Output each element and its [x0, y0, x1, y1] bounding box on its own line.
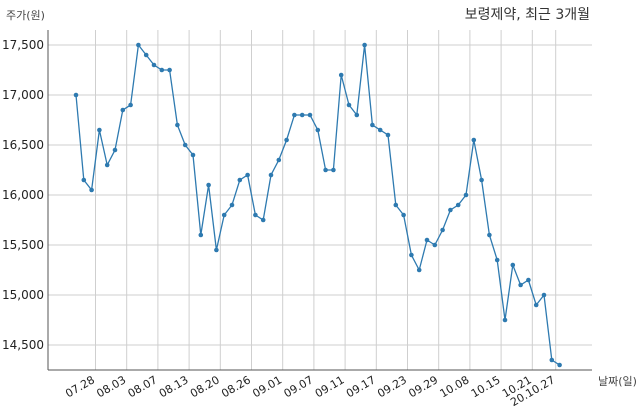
data-point	[112, 147, 118, 153]
data-point	[393, 202, 399, 208]
data-point	[338, 72, 344, 78]
data-point	[346, 102, 352, 108]
data-point	[268, 172, 274, 178]
x-tick-label: 09.11	[313, 373, 347, 400]
x-tick-label: 10.08	[438, 373, 472, 400]
data-point	[510, 262, 516, 268]
y-tick-label: 16,000	[2, 188, 44, 202]
data-point	[424, 237, 430, 243]
data-point	[440, 227, 445, 233]
x-tick-label: 09.17	[344, 373, 378, 400]
grid-layer	[48, 30, 592, 370]
data-point	[323, 167, 328, 173]
data-point	[198, 232, 204, 238]
data-point	[284, 137, 289, 143]
data-point	[104, 162, 110, 168]
data-point	[97, 127, 102, 133]
data-point	[120, 107, 126, 113]
x-axis-label: 날짜(일)	[598, 374, 637, 388]
x-tick-label: 08.20	[188, 373, 222, 400]
data-point	[557, 362, 562, 368]
x-tick-label: 08.13	[157, 373, 191, 400]
series-layer	[73, 42, 562, 368]
x-tick-label: 08.26	[219, 373, 253, 400]
data-point	[448, 207, 453, 213]
data-point	[315, 127, 321, 133]
data-point	[502, 317, 508, 323]
data-point	[331, 167, 336, 173]
x-tick-label: 09.01	[250, 373, 284, 400]
chart-title: 보령제약, 최근 3개월	[465, 7, 590, 23]
data-point	[136, 42, 141, 48]
data-point	[455, 202, 461, 208]
data-point	[385, 132, 391, 138]
data-point	[253, 212, 258, 218]
data-point	[214, 247, 219, 253]
y-tick-label: 16,500	[2, 138, 44, 152]
data-point	[494, 257, 500, 263]
data-point	[128, 102, 133, 108]
x-tick-label: 09.23	[375, 373, 409, 400]
data-point	[354, 112, 360, 118]
data-point	[182, 142, 188, 148]
data-point	[463, 192, 469, 198]
data-point	[432, 242, 438, 248]
data-point	[151, 62, 157, 68]
data-point	[518, 282, 523, 288]
data-point	[401, 212, 406, 218]
data-point	[292, 112, 297, 118]
data-point	[73, 92, 79, 98]
data-point	[370, 122, 375, 128]
x-tick-label: 10.15	[469, 373, 503, 400]
data-point	[526, 277, 531, 283]
data-point	[377, 127, 383, 133]
data-point	[206, 182, 211, 188]
data-point	[159, 67, 165, 73]
data-point	[175, 122, 180, 128]
data-point	[229, 202, 235, 208]
y-tick-label: 17,000	[2, 88, 44, 102]
data-point	[245, 172, 250, 178]
data-point	[416, 267, 422, 273]
x-tick-label: 08.03	[94, 373, 128, 400]
x-tick-label: 08.07	[126, 373, 160, 400]
y-axis-label: 주가(원)	[6, 9, 45, 22]
data-point	[167, 67, 172, 73]
data-point	[221, 212, 227, 218]
data-point	[549, 357, 555, 363]
data-point	[479, 177, 484, 183]
data-point	[307, 112, 313, 118]
data-point	[89, 187, 94, 193]
axis-layer	[47, 30, 592, 371]
x-tick-label: 09.29	[406, 373, 440, 400]
y-tick-label: 17,500	[2, 38, 44, 52]
x-tick-label: 09.07	[282, 373, 316, 400]
data-point	[533, 302, 539, 308]
data-point	[471, 137, 477, 143]
tick-label-layer: 14,500 15,000 15,500 16,000 16,500 17,000 17,5…	[2, 38, 557, 409]
data-point	[143, 52, 149, 58]
data-point	[276, 157, 282, 163]
data-point	[541, 292, 547, 298]
data-point	[237, 177, 243, 183]
y-tick-label: 14,500	[2, 338, 44, 352]
data-point	[362, 42, 367, 48]
data-point	[81, 177, 87, 183]
data-point	[299, 112, 305, 118]
y-tick-label: 15,000	[2, 288, 44, 302]
data-point	[190, 152, 196, 158]
x-tick-label: 07.28	[63, 373, 97, 400]
series-line	[75, 43, 560, 366]
data-point	[487, 232, 492, 238]
y-tick-label: 15,500	[2, 238, 44, 252]
data-point	[260, 217, 266, 223]
data-point	[409, 252, 414, 258]
